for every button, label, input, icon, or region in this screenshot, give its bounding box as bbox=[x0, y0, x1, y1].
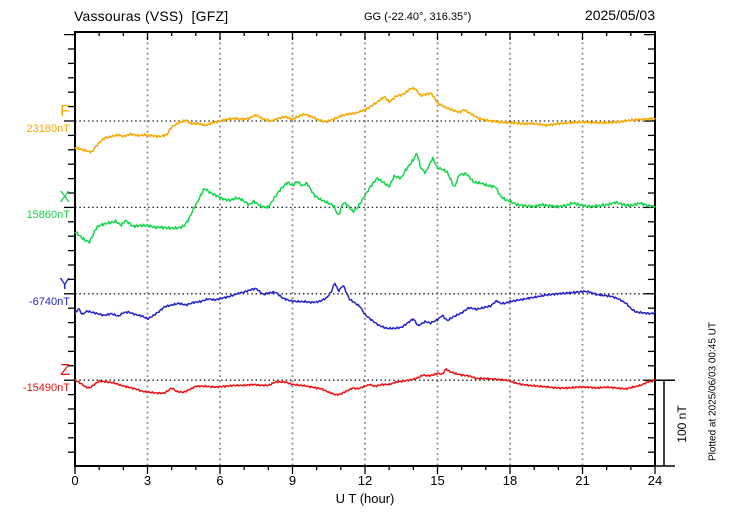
channel-letter-F: F bbox=[60, 103, 70, 120]
channel-baseline-X: 15860nT bbox=[26, 209, 70, 221]
channel-letter-Z: Z bbox=[60, 362, 70, 379]
station-title: Vassouras (VSS) [GFZ] bbox=[74, 8, 229, 24]
trace-F bbox=[74, 86, 656, 154]
x-tick-label: 9 bbox=[288, 473, 297, 488]
x-tick-label: 24 bbox=[647, 473, 663, 488]
channel-label-X: X 15860nT bbox=[0, 189, 70, 222]
x-tick-label: 0 bbox=[71, 473, 79, 488]
channel-letter-Y: Y bbox=[59, 276, 70, 293]
plot-frame bbox=[74, 31, 656, 467]
channel-baseline-Z: -15490nT bbox=[22, 382, 70, 394]
channel-label-F: F 23180nT bbox=[0, 103, 70, 136]
x-tick-label: 15 bbox=[430, 473, 445, 488]
trace-Y bbox=[74, 282, 656, 330]
date-label: 2025/05/03 bbox=[584, 7, 655, 23]
x-tick-label: 6 bbox=[216, 473, 224, 488]
channel-baseline-Y: -6740nT bbox=[29, 296, 70, 308]
channel-letter-X: X bbox=[59, 189, 70, 206]
x-tick-label: 18 bbox=[502, 473, 518, 488]
trace-X bbox=[74, 153, 656, 244]
geo-coordinates-label: GG (-22.40°, 316.35°) bbox=[364, 11, 472, 23]
x-axis-title: U T (hour) bbox=[335, 491, 395, 506]
channel-baseline-F: 23180nT bbox=[26, 123, 70, 135]
trace-Z bbox=[74, 368, 656, 396]
x-tick-label: 3 bbox=[143, 473, 152, 488]
channel-label-Z: Z -15490nT bbox=[0, 362, 70, 395]
x-tick-label: 12 bbox=[357, 473, 373, 488]
channel-label-Y: Y -6740nT bbox=[0, 276, 70, 309]
scale-bar-label: 100 nT bbox=[675, 405, 689, 443]
plotted-at-note: Plotted at 2025/06/03 00:45 UT bbox=[707, 322, 719, 461]
x-tick-label: 21 bbox=[575, 473, 590, 488]
